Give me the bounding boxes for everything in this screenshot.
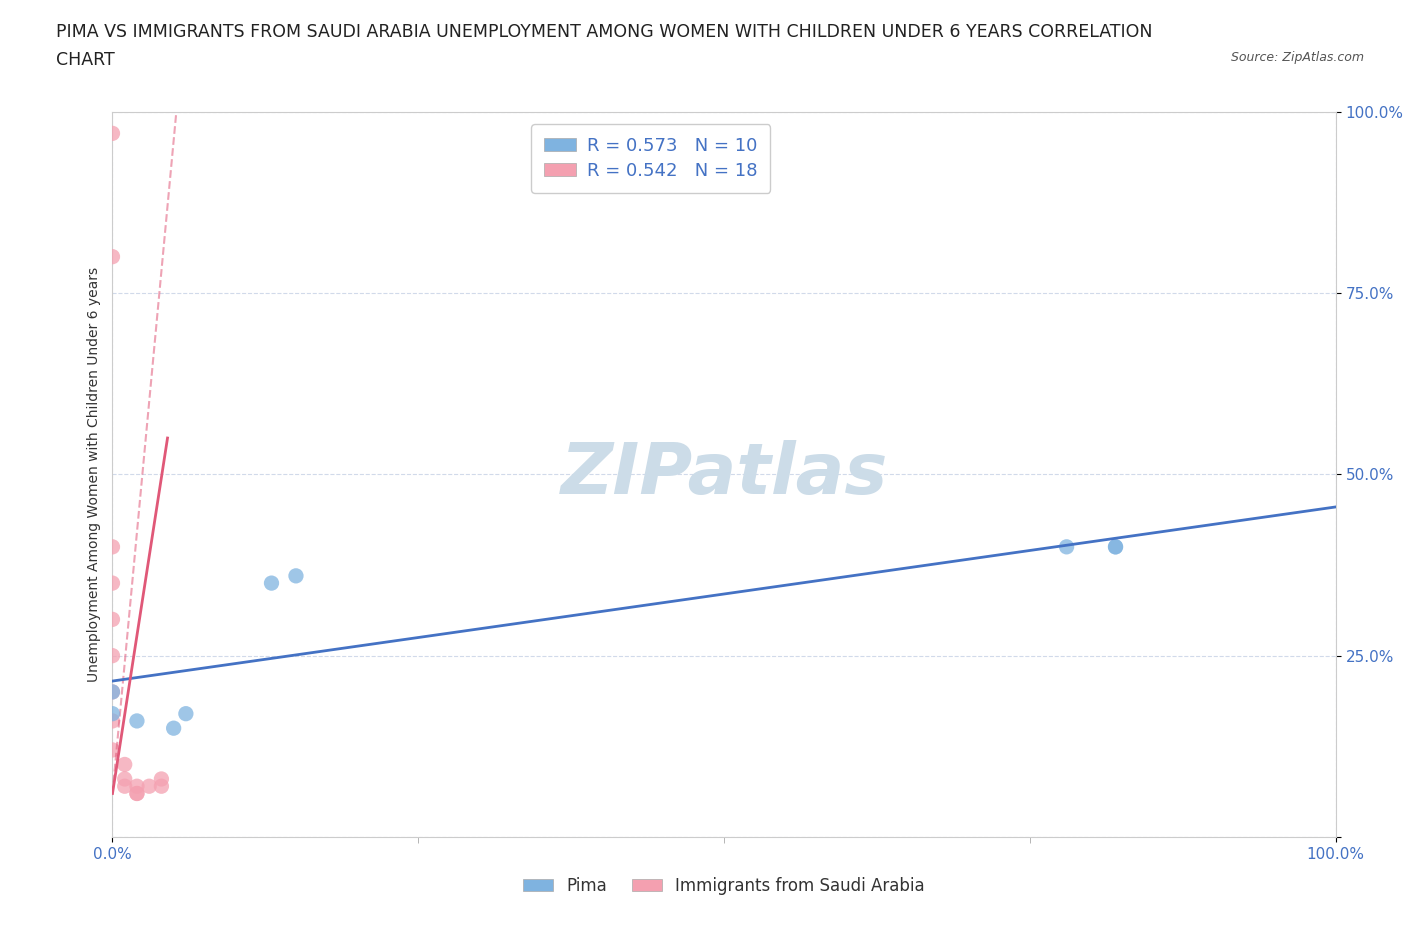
Point bbox=[101, 648, 124, 663]
Point bbox=[101, 742, 124, 757]
Point bbox=[174, 706, 197, 721]
Legend: Pima, Immigrants from Saudi Arabia: Pima, Immigrants from Saudi Arabia bbox=[516, 870, 932, 901]
Point bbox=[101, 126, 124, 140]
Point bbox=[114, 772, 136, 787]
Point bbox=[101, 249, 124, 264]
Text: PIMA VS IMMIGRANTS FROM SAUDI ARABIA UNEMPLOYMENT AMONG WOMEN WITH CHILDREN UNDE: PIMA VS IMMIGRANTS FROM SAUDI ARABIA UNE… bbox=[56, 23, 1153, 41]
Point bbox=[284, 568, 308, 583]
Point bbox=[150, 778, 173, 793]
Point bbox=[114, 757, 136, 772]
Point bbox=[163, 721, 186, 736]
Point bbox=[125, 786, 148, 801]
Point bbox=[125, 778, 148, 793]
Point bbox=[125, 786, 148, 801]
Point bbox=[125, 713, 148, 728]
Text: Source: ZipAtlas.com: Source: ZipAtlas.com bbox=[1230, 51, 1364, 64]
Point bbox=[101, 706, 124, 721]
Point bbox=[138, 778, 160, 793]
Point bbox=[260, 576, 283, 591]
Point bbox=[101, 684, 124, 699]
Point bbox=[101, 539, 124, 554]
Point bbox=[1056, 539, 1078, 554]
Text: CHART: CHART bbox=[56, 51, 115, 69]
Point bbox=[101, 713, 124, 728]
Point bbox=[1104, 539, 1126, 554]
Point bbox=[101, 576, 124, 591]
Point bbox=[101, 684, 124, 699]
Text: ZIPatlas: ZIPatlas bbox=[561, 440, 887, 509]
Y-axis label: Unemployment Among Women with Children Under 6 years: Unemployment Among Women with Children U… bbox=[87, 267, 101, 682]
Point bbox=[1104, 539, 1126, 554]
Point bbox=[101, 612, 124, 627]
Point bbox=[150, 772, 173, 787]
Point bbox=[114, 778, 136, 793]
